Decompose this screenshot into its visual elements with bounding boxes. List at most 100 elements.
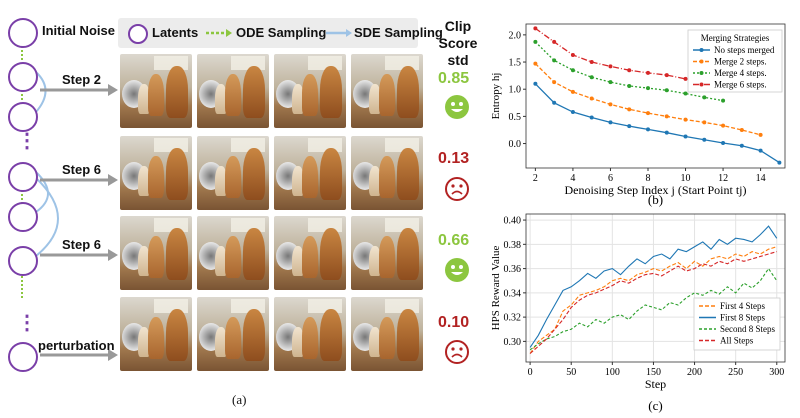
legend-marker bbox=[699, 59, 704, 64]
figure-a: Latents ODE Sampling SDE Sampling Clip S… bbox=[8, 18, 478, 407]
sde-legend-icon bbox=[326, 29, 352, 37]
y-tick-label: 0.30 bbox=[504, 337, 522, 348]
x-tick-label: 150 bbox=[646, 367, 661, 378]
data-point bbox=[777, 160, 782, 165]
data-point bbox=[739, 127, 744, 132]
legend-marker bbox=[699, 71, 704, 75]
x-tick-label: 8 bbox=[645, 173, 650, 184]
y-tick-label: 1.5 bbox=[509, 58, 522, 69]
x-tick-label: 200 bbox=[687, 367, 702, 378]
data-point bbox=[627, 107, 632, 112]
series-line bbox=[529, 246, 777, 354]
generated-image bbox=[274, 216, 346, 290]
data-point bbox=[702, 137, 707, 142]
data-point bbox=[664, 114, 669, 119]
data-point bbox=[608, 120, 613, 125]
x-tick-label: 6 bbox=[608, 173, 613, 184]
data-point bbox=[683, 91, 688, 96]
data-point bbox=[552, 58, 557, 63]
generated-image bbox=[120, 297, 192, 371]
clip-score-value: 0.66 bbox=[438, 232, 470, 249]
initial-noise-label: Initial Noise bbox=[42, 23, 115, 38]
plot-frame bbox=[525, 213, 786, 363]
latent-node bbox=[8, 342, 38, 372]
data-point bbox=[627, 83, 632, 88]
header-line-2: Score bbox=[438, 35, 478, 51]
generated-image bbox=[197, 54, 269, 128]
legend-box bbox=[693, 297, 781, 351]
data-point bbox=[589, 75, 594, 80]
series-line bbox=[534, 83, 780, 164]
series-line bbox=[529, 267, 778, 351]
step-label: Step 6 bbox=[62, 237, 102, 252]
data-point bbox=[533, 61, 538, 66]
happy-face-icon bbox=[445, 95, 469, 119]
generated-image bbox=[351, 136, 423, 210]
legend-entry: No steps merged bbox=[714, 45, 775, 55]
sad-face-icon bbox=[445, 340, 469, 364]
y-tick-label: 1.0 bbox=[509, 85, 522, 96]
data-point bbox=[758, 132, 763, 137]
generated-image bbox=[274, 54, 346, 128]
generated-image bbox=[197, 136, 269, 210]
data-point bbox=[739, 143, 744, 148]
data-point bbox=[683, 134, 688, 139]
step-label: Step 6 bbox=[62, 162, 102, 177]
data-point bbox=[664, 73, 669, 78]
data-point bbox=[758, 148, 763, 153]
series-line bbox=[529, 225, 778, 348]
x-tick-label: 2 bbox=[533, 173, 538, 184]
latent-legend-icon bbox=[128, 24, 148, 44]
y-tick-label: 0.36 bbox=[504, 264, 522, 275]
x-tick-label: 300 bbox=[769, 367, 784, 378]
plot-frame bbox=[525, 23, 786, 169]
generated-image bbox=[120, 54, 192, 128]
legend-title: Merging Strategies bbox=[701, 33, 770, 43]
x-tick-label: 4 bbox=[570, 173, 575, 184]
legend-box bbox=[687, 29, 783, 93]
data-point bbox=[608, 102, 613, 107]
data-point bbox=[645, 127, 650, 132]
generated-image bbox=[120, 216, 192, 290]
generated-image bbox=[351, 54, 423, 128]
caption-a: (a) bbox=[232, 392, 247, 407]
generated-image bbox=[197, 297, 269, 371]
generated-image bbox=[274, 136, 346, 210]
y-tick-label: 0.5 bbox=[509, 112, 522, 123]
data-point bbox=[533, 81, 538, 86]
data-point bbox=[589, 60, 594, 65]
series-line bbox=[534, 41, 724, 102]
happy-face-icon bbox=[445, 258, 469, 282]
data-point bbox=[721, 141, 726, 146]
legend-a: Latents ODE Sampling SDE Sampling bbox=[118, 18, 443, 48]
x-axis-label: Denoising Step Index j (Start Point tj) bbox=[565, 183, 747, 197]
latent-node bbox=[8, 18, 38, 48]
legend-entry: Merge 6 steps. bbox=[714, 80, 767, 90]
sad-face-icon bbox=[445, 177, 469, 201]
latent-node bbox=[8, 246, 38, 276]
header-line-3: std bbox=[447, 52, 469, 68]
y-axis-label: Entropy hj bbox=[490, 73, 502, 120]
latent-node bbox=[8, 202, 38, 232]
data-point bbox=[627, 124, 632, 129]
perturbation-label: perturbation bbox=[38, 338, 115, 353]
data-point bbox=[533, 39, 538, 44]
data-point bbox=[608, 64, 613, 69]
data-point bbox=[683, 117, 688, 122]
ellipsis-dots: ⋮ bbox=[17, 312, 37, 334]
legend-marker bbox=[699, 48, 704, 52]
data-point bbox=[552, 80, 557, 85]
data-point bbox=[570, 52, 575, 57]
data-point bbox=[664, 88, 669, 93]
clip-score-value: 0.13 bbox=[438, 150, 470, 167]
data-point bbox=[664, 130, 669, 135]
data-point bbox=[645, 86, 650, 91]
series-line bbox=[529, 251, 777, 354]
legend-entry: First 4 Steps bbox=[720, 301, 766, 311]
legend-entry: Merge 2 steps. bbox=[714, 57, 767, 67]
data-point bbox=[589, 115, 594, 120]
data-point bbox=[721, 98, 726, 103]
y-axis-label: HPS Reward Value bbox=[490, 246, 502, 331]
y-tick-label: 0.34 bbox=[504, 288, 522, 299]
data-point bbox=[683, 76, 688, 81]
